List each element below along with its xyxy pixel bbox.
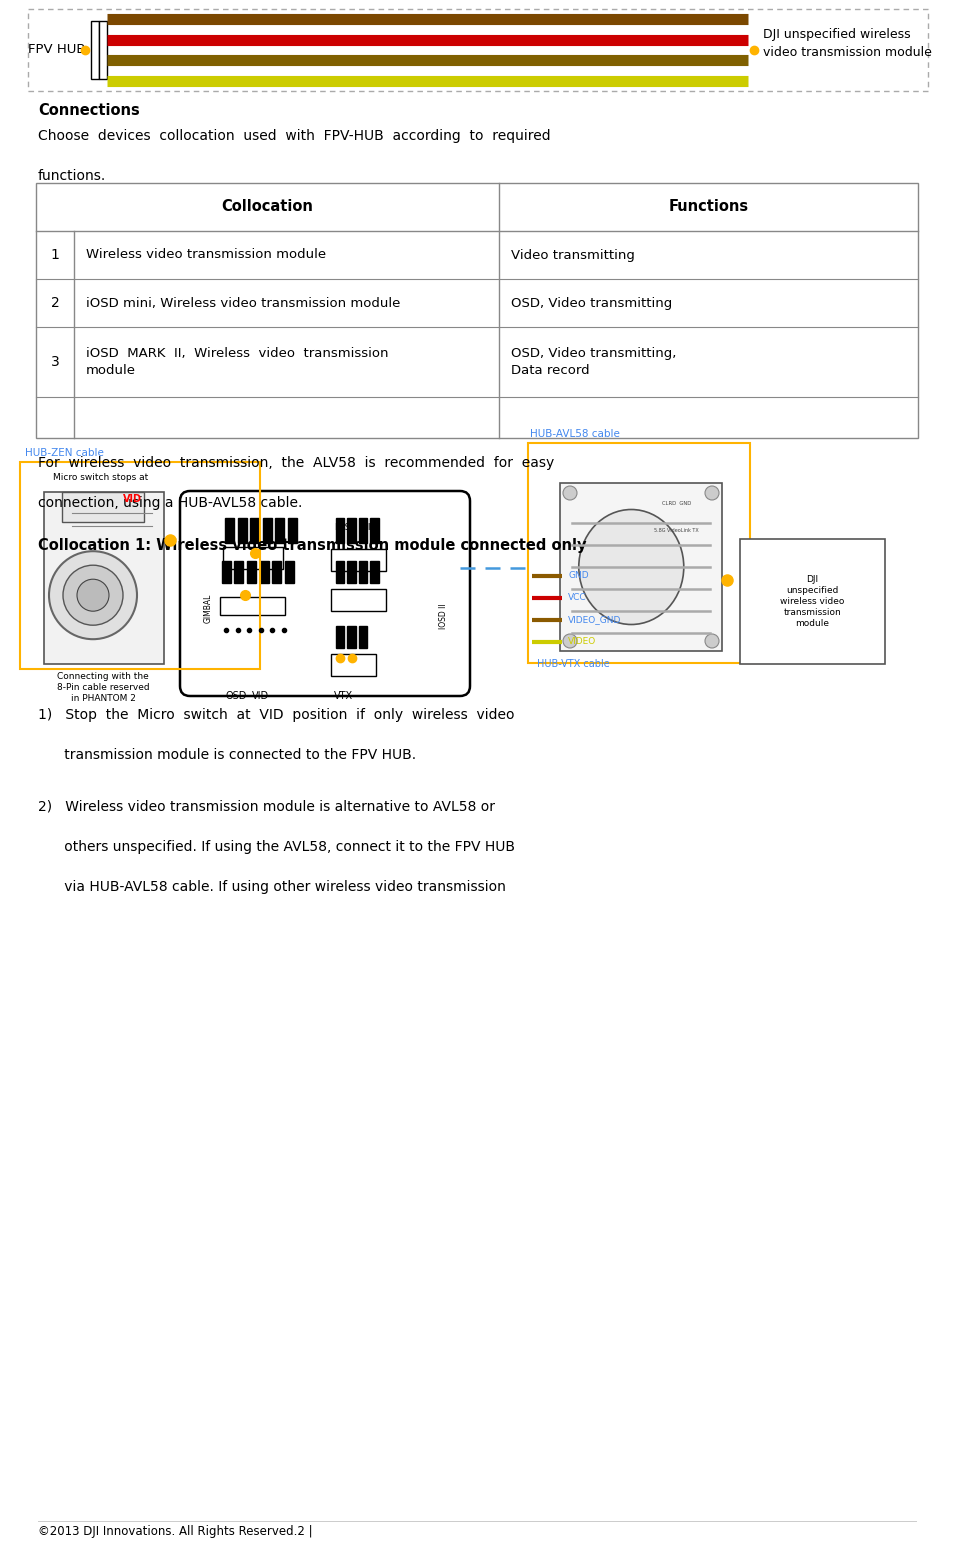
Bar [91,22,99,79]
Bar [44,492,164,664]
Text: HUB-ZEN cable: HUB-ZEN cable [25,448,104,458]
Circle shape [704,485,719,499]
Text: 3: 3 [51,355,59,369]
Bar [335,561,344,583]
Text: IOSD II: IOSD II [439,603,448,628]
Text: HUB-VTX cable: HUB-VTX cable [537,659,609,668]
Text: Connecting with the
8-Pin cable reserved
in PHANTOM 2: Connecting with the 8-Pin cable reserved… [56,672,150,703]
Bar [358,627,367,648]
Circle shape [562,634,577,648]
Bar [358,518,367,543]
Bar [247,561,255,583]
Text: VTX: VTX [334,692,353,701]
Text: 2)   Wireless video transmission module is alternative to AVL58 or: 2) Wireless video transmission module is… [38,800,495,814]
Text: Functions: Functions [668,200,748,214]
Bar [335,518,344,543]
Bar [274,518,284,543]
Bar [284,561,294,583]
Bar [36,183,917,437]
Text: 5.8G VideoLink TX: 5.8G VideoLink TX [654,527,699,532]
Text: FPV HUB: FPV HUB [29,43,86,56]
Text: GND: GND [567,571,588,580]
Bar [347,627,355,648]
Bar [347,518,355,543]
Bar [335,627,344,648]
Bar [287,518,296,543]
Bar [272,561,281,583]
Bar [331,549,385,571]
Text: For  wireless  video  transmission,  the  ALV58  is  recommended  for  easy: For wireless video transmission, the ALV… [38,456,554,470]
Text: IOSD MINI: IOSD MINI [335,523,379,532]
Text: DJI unspecified wireless
video transmission module: DJI unspecified wireless video transmiss… [762,28,931,59]
Text: via HUB-AVL58 cable. If using other wireless video transmission: via HUB-AVL58 cable. If using other wire… [38,879,505,893]
Bar [62,492,144,523]
Bar [370,561,378,583]
Ellipse shape [578,509,683,625]
Bar [223,548,283,569]
Bar [222,561,231,583]
Text: VIDEO: VIDEO [567,637,596,647]
Circle shape [49,551,137,639]
Text: ©2013 DJI Innovations. All Rights Reserved.2 |: ©2013 DJI Innovations. All Rights Reserv… [38,1525,313,1539]
Bar [99,22,107,79]
Bar [358,561,367,583]
Text: VID: VID [252,692,269,701]
Text: OSD: OSD [225,692,246,701]
Text: Video transmitting: Video transmitting [511,248,635,262]
Bar [527,444,749,662]
Bar [237,518,246,543]
Text: VID: VID [123,495,142,504]
Text: OSD, Video transmitting: OSD, Video transmitting [511,296,672,310]
Bar [250,518,258,543]
Text: Micro switch stops at: Micro switch stops at [53,473,149,482]
Text: VCC: VCC [567,594,586,602]
Text: transmission module is connected to the FPV HUB.: transmission module is connected to the … [38,748,416,762]
Circle shape [704,634,719,648]
Bar [28,9,927,92]
FancyBboxPatch shape [180,492,470,696]
Text: iOSD  MARK  II,  Wireless  video  transmission
module: iOSD MARK II, Wireless video transmissio… [86,346,388,377]
Bar [225,518,233,543]
Text: 1)   Stop  the  Micro  switch  at  VID  position  if  only  wireless  video: 1) Stop the Micro switch at VID position… [38,707,514,723]
Bar [331,655,375,676]
Text: others unspecified. If using the AVL58, connect it to the FPV HUB: others unspecified. If using the AVL58, … [38,841,515,855]
Bar [559,482,721,651]
Bar [259,561,268,583]
Text: 1: 1 [51,248,59,262]
Text: OSD, Video transmitting,
Data record: OSD, Video transmitting, Data record [511,346,676,377]
Bar [234,561,243,583]
Text: iOSD mini, Wireless video transmission module: iOSD mini, Wireless video transmission m… [86,296,400,310]
Text: VIDEO_GND: VIDEO_GND [567,616,620,625]
Circle shape [63,565,123,625]
Bar [347,561,355,583]
Text: Collocation 1: Wireless video transmission module connected only: Collocation 1: Wireless video transmissi… [38,538,586,554]
Text: functions.: functions. [38,169,106,183]
Bar [740,540,884,664]
Text: Collocation: Collocation [221,200,314,214]
Text: 2: 2 [51,296,59,310]
Circle shape [77,579,109,611]
Bar [262,518,272,543]
Text: HUB-AVL58 cable: HUB-AVL58 cable [530,430,619,439]
Bar [370,518,378,543]
Text: CLRD  GND: CLRD GND [661,501,691,506]
Text: Connections: Connections [38,102,139,118]
Text: Choose  devices  collocation  used  with  FPV-HUB  according  to  required: Choose devices collocation used with FPV… [38,129,550,143]
Text: connection, using a HUB-AVL58 cable.: connection, using a HUB-AVL58 cable. [38,496,302,510]
Text: GIMBAL: GIMBAL [203,594,213,624]
Text: DJI
unspecified
wireless video
transmission
module: DJI unspecified wireless video transmiss… [780,575,843,628]
Text: Wireless video transmission module: Wireless video transmission module [86,248,326,262]
Bar [331,589,385,611]
Bar [220,597,285,616]
Bar [20,462,260,668]
Circle shape [562,485,577,499]
